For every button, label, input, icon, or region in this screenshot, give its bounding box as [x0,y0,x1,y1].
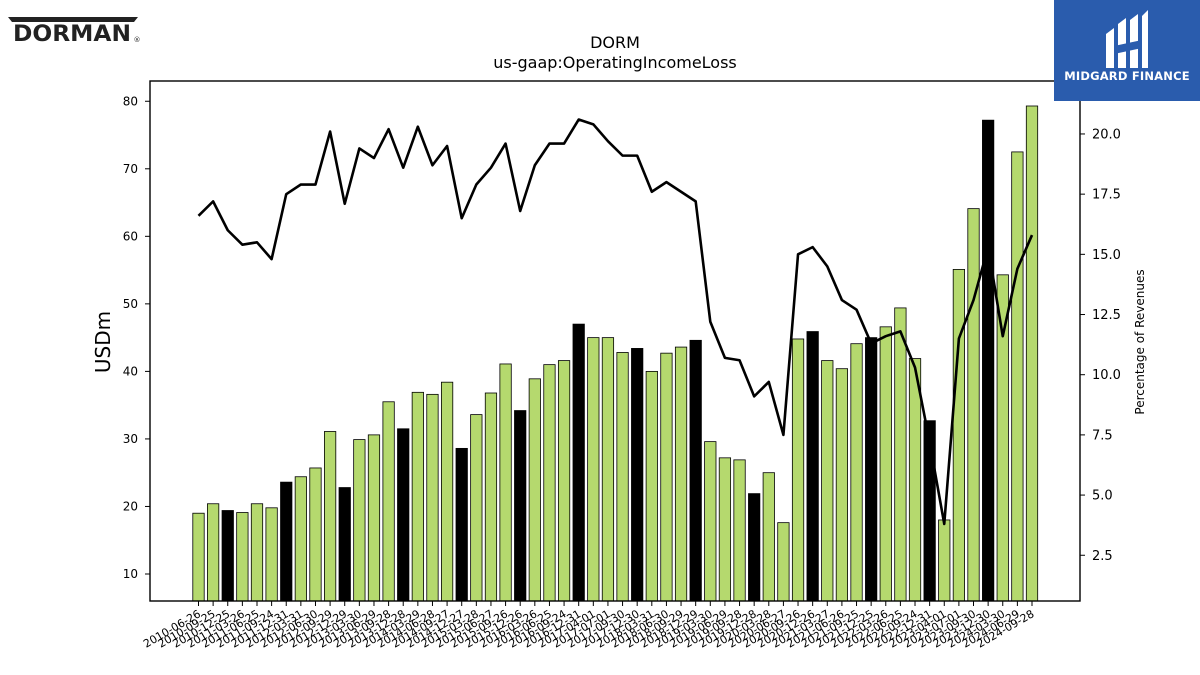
bar [748,493,761,602]
bar [718,457,732,602]
bar [660,352,673,602]
bar [294,476,307,602]
bar [470,414,483,602]
bar [806,331,819,602]
bar [440,381,454,602]
right-axis: 2.5 5.0 7.5 10.0 12.5 15.0 17.5 20.0 [1080,127,1121,564]
bar [484,392,498,602]
bar [499,363,512,602]
bar [353,439,366,602]
midgard-logo-text: MIDGARD FINANCE [1064,69,1190,83]
percentage-line-series [197,118,1034,526]
plot-frame [149,80,1081,602]
bar [879,326,892,602]
bar [645,370,658,602]
chart-subtitle: us-gaap:OperatingIncomeLoss [493,53,737,72]
bar [324,431,337,602]
bar [557,360,571,602]
y2-tick-label: 12.5 [1092,308,1121,323]
midgard-finance-logo: MIDGARD FINANCE [1054,0,1200,101]
y2-tick-label: 17.5 [1092,188,1121,203]
bar [791,338,805,602]
bar [572,323,585,602]
y2-tick-label: 2.5 [1092,549,1113,564]
dorman-logo: DORMAN ® [6,14,141,47]
bar [367,434,381,602]
x-axis: 2010-06-262010-09-252010-12-252011-03-26… [141,601,1037,651]
bar [835,368,849,602]
y-tick-label: 60 [123,229,138,243]
bar [280,481,293,602]
bar [207,503,220,602]
y-tick-label: 70 [123,162,138,176]
bar [543,364,556,602]
bar [733,459,746,602]
bar [689,339,702,602]
bar [601,337,615,602]
bar [1011,151,1024,602]
dorman-logo-text: DORMAN [13,22,131,44]
bar [236,512,249,602]
bar [514,410,527,602]
y-tick-label: 20 [123,499,138,513]
bar [982,119,995,602]
y-axis-label: USDm [91,311,115,373]
bar [397,428,410,602]
bar [850,343,863,602]
y-tick-label: 50 [123,297,138,311]
midgard-emblem-icon [1106,10,1148,68]
bar [616,352,629,602]
y2-axis-label: Percentage of Revenues [1133,269,1147,414]
bar [777,522,790,602]
bar-series [192,105,1039,602]
bar [309,467,322,602]
y2-tick-label: 7.5 [1092,428,1113,443]
bar [631,348,644,602]
bar [894,307,907,602]
y-tick-label: 30 [123,432,138,446]
bar [762,472,775,602]
bar [938,519,951,602]
y-tick-label: 10 [123,567,138,581]
y-tick-label: 40 [123,364,138,378]
y2-tick-label: 15.0 [1092,248,1121,263]
bar [908,358,922,602]
percentage-line [197,118,1034,526]
bar [704,441,717,602]
bar [952,269,965,602]
bar [674,346,688,602]
bar [265,507,278,602]
bar [338,487,351,602]
bar [821,360,834,602]
bar [411,391,424,602]
bar [426,393,439,602]
y2-tick-label: 10.0 [1092,368,1121,383]
y-tick-label: 80 [123,94,138,108]
bar [1025,105,1039,602]
chart-title: DORM [590,33,640,52]
bar [967,208,980,602]
bar [587,337,600,602]
dorman-logo-mark: ® [134,36,141,44]
bar [221,510,234,602]
left-axis: 10 20 30 40 50 60 70 80 [123,94,150,581]
bar [192,512,205,602]
bar [528,378,541,602]
bar [382,401,395,602]
bar [250,503,264,602]
y2-tick-label: 20.0 [1092,127,1121,142]
y2-tick-label: 5.0 [1092,489,1113,504]
bar [865,337,878,602]
bar [455,447,468,602]
